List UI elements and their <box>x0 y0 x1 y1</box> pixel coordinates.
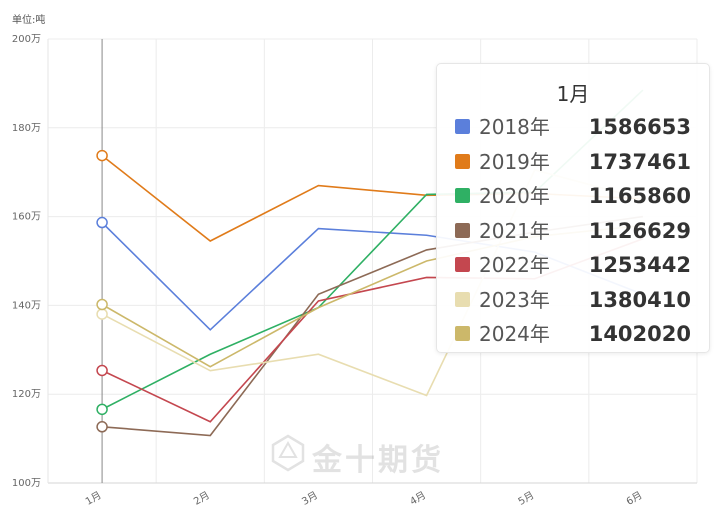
y-tick-label: 160万 <box>12 212 41 223</box>
data-point-2018年 <box>96 216 108 229</box>
tooltip-title: 1月 <box>556 82 590 106</box>
legend-swatch <box>455 222 470 238</box>
watermark-logo-icon <box>271 434 305 472</box>
tooltip-row: 2024年 1402020 <box>455 319 691 349</box>
data-point-2020年 <box>96 403 108 416</box>
x-tick-label: 6月 <box>624 489 644 508</box>
tooltip-series-value: 1737461 <box>588 149 691 174</box>
legend-swatch <box>455 188 470 203</box>
legend-swatch <box>455 153 470 169</box>
tooltip-series-name: 2024年 <box>479 322 550 346</box>
legend-swatch <box>455 291 470 307</box>
y-tick-label: 140万 <box>12 300 41 311</box>
x-tick-label: 5月 <box>516 489 536 508</box>
tooltip-series-name: 2022年 <box>479 253 550 277</box>
x-tick-label: 4月 <box>408 489 428 508</box>
tooltip-row: 2022年 1253442 <box>455 250 691 280</box>
watermark-text: 金十期货 <box>312 443 444 478</box>
tooltip-series-value: 1253442 <box>588 253 691 277</box>
tooltip: 1月 2018年 1586653 2019年 1737461 2020年 1165860 2… <box>436 63 710 353</box>
tooltip-row: 2023年 1380410 <box>455 285 691 315</box>
tooltip-series-name: 2021年 <box>479 218 550 243</box>
data-point-2019年 <box>96 149 108 162</box>
tooltip-series-name: 2018年 <box>479 115 550 139</box>
watermark: 金十期货 <box>268 433 458 478</box>
tooltip-row: 2020年 1165860 <box>455 181 691 211</box>
legend-swatch <box>455 119 470 134</box>
tooltip-series-value: 1165860 <box>588 184 691 208</box>
tooltip-series-name: 2020年 <box>479 184 550 208</box>
y-tick-label: 180万 <box>12 123 41 134</box>
tooltip-series-name: 2019年 <box>479 149 550 174</box>
tooltip-row: 2021年 1126629 <box>455 216 691 246</box>
y-tick-label: 120万 <box>12 389 41 400</box>
x-tick-label: 2月 <box>192 489 212 508</box>
data-point-2021年 <box>96 421 108 433</box>
y-tick-label: 100万 <box>12 478 41 489</box>
data-point-2023年 <box>96 308 108 320</box>
legend-swatch <box>455 257 470 272</box>
tooltip-series-value: 1586653 <box>588 115 691 139</box>
tooltip-series-value: 1402020 <box>588 322 691 346</box>
data-point-2024年 <box>96 298 108 311</box>
tooltip-series-value: 1380410 <box>588 287 691 312</box>
tooltip-series-name: 2023年 <box>479 287 550 312</box>
tooltip-row: 2018年 1586653 <box>455 112 691 142</box>
tooltip-series-value: 1126629 <box>588 218 691 243</box>
unit-label: 单位:吨 <box>12 15 46 26</box>
legend-swatch <box>455 326 470 341</box>
x-tick-label: 1月 <box>83 489 103 508</box>
x-tick-label: 3月 <box>300 489 320 508</box>
tooltip-row: 2019年 1737461 <box>455 147 691 177</box>
y-tick-label: 200万 <box>12 34 41 45</box>
data-point-2022年 <box>96 364 108 377</box>
